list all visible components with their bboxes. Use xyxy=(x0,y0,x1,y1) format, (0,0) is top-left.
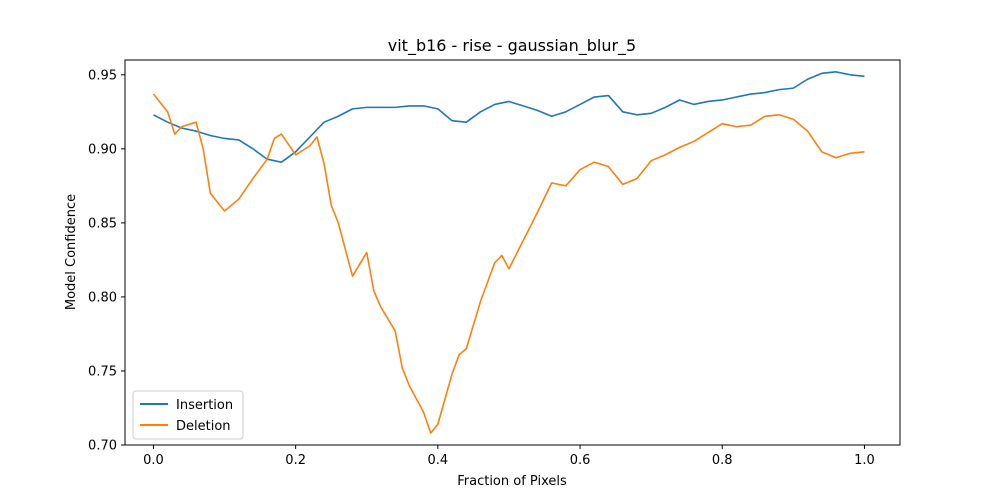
x-tick-label: 0.0 xyxy=(143,453,164,468)
y-tick-label: 0.95 xyxy=(88,68,117,83)
y-axis-ticks: 0.70 0.75 0.80 0.85 0.90 0.95 xyxy=(88,68,125,454)
y-tick-label: 0.75 xyxy=(88,364,117,379)
legend: Insertion Deletion xyxy=(132,390,244,440)
plot-area xyxy=(125,60,900,445)
x-tick-label: 0.8 xyxy=(712,453,733,468)
series-line-insertion xyxy=(153,71,865,163)
x-tick-label: 0.4 xyxy=(428,453,449,468)
y-tick-label: 0.85 xyxy=(88,216,117,231)
x-axis-label: Fraction of Pixels xyxy=(457,474,567,489)
series-line-deletion xyxy=(152,93,865,434)
y-tick-label: 0.80 xyxy=(88,290,117,305)
legend-label-insertion: Insertion xyxy=(176,398,233,413)
x-tick-label: 0.2 xyxy=(285,453,306,468)
y-tick-label: 0.90 xyxy=(88,142,117,157)
series-layer xyxy=(152,71,865,434)
chart-title: vit_b16 - rise - gaussian_blur_5 xyxy=(388,36,636,56)
x-axis-ticks: 0.0 0.2 0.4 0.6 0.8 1.0 xyxy=(143,445,875,468)
x-tick-label: 0.6 xyxy=(570,453,591,468)
x-tick-label: 1.0 xyxy=(854,453,875,468)
legend-label-deletion: Deletion xyxy=(176,419,231,434)
plot-frame xyxy=(124,59,901,446)
y-axis-label: Model Confidence xyxy=(64,194,79,310)
y-tick-label: 0.70 xyxy=(88,439,117,454)
